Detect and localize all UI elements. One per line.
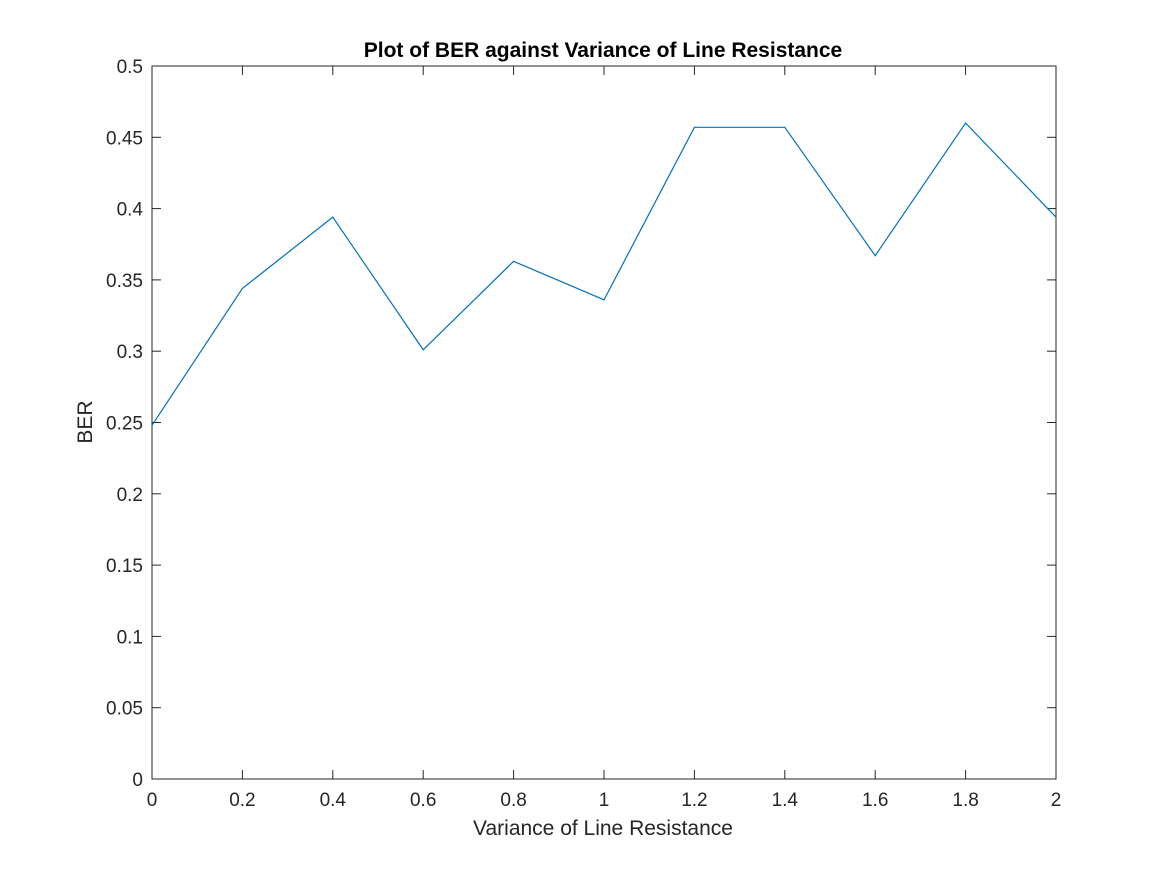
x-tick-label: 0.6	[410, 790, 436, 811]
data-point	[332, 216, 334, 218]
data-point	[784, 126, 786, 128]
y-tick-label: 0.4	[117, 200, 144, 221]
x-tick-label: 0	[147, 790, 158, 811]
data-point	[874, 255, 876, 257]
data-point	[1055, 216, 1057, 218]
chart-title: Plot of BER against Variance of Line Res…	[364, 39, 842, 62]
data-point	[241, 287, 243, 290]
y-tick-label: 0.15	[106, 556, 143, 577]
data-point	[603, 299, 605, 301]
y-tick-label: 0.35	[106, 271, 143, 292]
x-tick-label: 0.2	[229, 790, 255, 811]
series-group	[151, 122, 1057, 426]
y-tick-label: 0.1	[117, 627, 143, 648]
data-point	[965, 122, 967, 124]
y-tick-label: 0.5	[117, 57, 143, 78]
y-tick-label: 0.05	[106, 699, 143, 720]
x-axis-label: Variance of Line Resistance	[473, 817, 733, 840]
y-tick-label: 0.45	[106, 128, 143, 149]
x-tick-label: 1	[599, 790, 610, 811]
y-tick-label: 0.3	[117, 342, 143, 363]
data-point	[693, 126, 696, 128]
axes-box	[151, 65, 1057, 780]
y-tick-label: 0.25	[106, 414, 143, 435]
x-axis-tick-labels: 0 0.2 0.4 0.6 0.8 1 1.2 1.4 1.6 1.8 2	[147, 790, 1062, 811]
data-point	[513, 260, 515, 262]
data-point	[151, 424, 153, 426]
y-tick-label: 0.2	[117, 485, 143, 506]
x-tick-label: 2	[1051, 790, 1062, 811]
x-tick-label: 1.2	[681, 790, 707, 811]
x-tick-label: 0.4	[320, 790, 347, 811]
y-tick-label: 0	[132, 770, 143, 791]
x-tick-label: 1.8	[952, 790, 978, 811]
x-tick-label: 0.8	[500, 790, 526, 811]
y-axis-tick-labels: 0 0.05 0.1 0.15 0.2 0.25 0.3 0.35 0.4 0.45 0.5	[106, 57, 143, 791]
x-tick-label: 1.6	[862, 790, 888, 811]
plot-area	[152, 66, 1056, 779]
data-point	[422, 349, 424, 351]
y-axis-label: BER	[74, 400, 97, 443]
x-tick-label: 1.4	[772, 790, 799, 811]
